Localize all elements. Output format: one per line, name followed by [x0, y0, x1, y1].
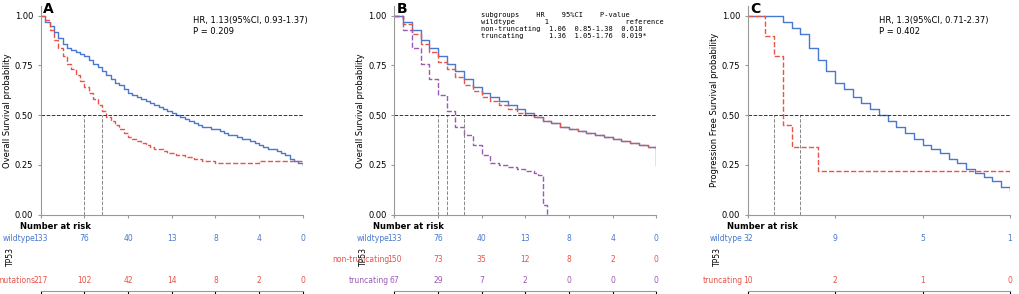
- Text: truncating: truncating: [348, 276, 388, 285]
- Text: Number at risk: Number at risk: [373, 221, 444, 230]
- Text: 2: 2: [833, 276, 837, 285]
- Text: 7: 7: [479, 276, 484, 285]
- Text: 12: 12: [520, 255, 530, 264]
- Text: truncating: truncating: [702, 276, 742, 285]
- Text: 40: 40: [123, 234, 132, 243]
- Text: A: A: [44, 2, 54, 16]
- Y-axis label: Progression Free Survival probability: Progression Free Survival probability: [709, 33, 718, 187]
- Text: HR, 1.13(95%CI, 0.93-1.37)
P = 0.209: HR, 1.13(95%CI, 0.93-1.37) P = 0.209: [193, 16, 307, 36]
- Text: 2: 2: [609, 255, 614, 264]
- Text: HR, 1.3(95%CI, 0.71-2.37)
P = 0.402: HR, 1.3(95%CI, 0.71-2.37) P = 0.402: [878, 16, 987, 36]
- Text: 0: 0: [653, 255, 658, 264]
- Text: 13: 13: [167, 234, 176, 243]
- Text: 8: 8: [213, 276, 217, 285]
- Text: TP53: TP53: [712, 247, 721, 266]
- Text: 32: 32: [743, 234, 752, 243]
- Text: subgroups    HR    95%CI    P-value
wildtype       1                  reference
: subgroups HR 95%CI P-value wildtype 1 re…: [480, 12, 663, 39]
- Text: 8: 8: [566, 255, 571, 264]
- Text: 0: 0: [300, 234, 305, 243]
- Text: 0: 0: [566, 276, 571, 285]
- Text: 133: 133: [387, 234, 401, 243]
- Text: 2: 2: [523, 276, 527, 285]
- Text: non-truncating: non-truncating: [331, 255, 388, 264]
- Text: 0: 0: [300, 276, 305, 285]
- Text: 0: 0: [653, 276, 658, 285]
- Text: Number at risk: Number at risk: [727, 221, 797, 230]
- Text: 2: 2: [257, 276, 261, 285]
- Text: wildtype: wildtype: [3, 234, 36, 243]
- Text: 29: 29: [433, 276, 442, 285]
- Text: TP53: TP53: [6, 247, 14, 266]
- Text: mutations: mutations: [0, 276, 36, 285]
- Text: 42: 42: [123, 276, 132, 285]
- Text: 40: 40: [476, 234, 486, 243]
- Text: 76: 76: [79, 234, 90, 243]
- Text: 0: 0: [609, 276, 614, 285]
- Text: 35: 35: [476, 255, 486, 264]
- Text: wildtype: wildtype: [356, 234, 388, 243]
- Text: 5: 5: [919, 234, 924, 243]
- Y-axis label: Overall Survival probability: Overall Survival probability: [3, 53, 12, 168]
- Text: 0: 0: [653, 234, 658, 243]
- Text: C: C: [750, 2, 760, 16]
- Text: 14: 14: [167, 276, 176, 285]
- Text: 1: 1: [1007, 234, 1011, 243]
- Text: Number at risk: Number at risk: [19, 221, 91, 230]
- Text: 0: 0: [1007, 276, 1011, 285]
- Text: 4: 4: [257, 234, 261, 243]
- Text: 8: 8: [566, 234, 571, 243]
- Text: 67: 67: [389, 276, 398, 285]
- Y-axis label: Overall Survival probability: Overall Survival probability: [356, 53, 365, 168]
- Text: 4: 4: [609, 234, 614, 243]
- Text: 1: 1: [919, 276, 924, 285]
- Text: 150: 150: [387, 255, 401, 264]
- Text: 10: 10: [743, 276, 752, 285]
- Text: 102: 102: [77, 276, 92, 285]
- Text: 76: 76: [433, 234, 442, 243]
- Text: 217: 217: [34, 276, 48, 285]
- Text: 9: 9: [832, 234, 837, 243]
- Text: TP53: TP53: [359, 247, 368, 266]
- Text: B: B: [396, 2, 408, 16]
- Text: 133: 133: [34, 234, 48, 243]
- Text: 8: 8: [213, 234, 217, 243]
- Text: wildtype: wildtype: [709, 234, 742, 243]
- Text: 73: 73: [433, 255, 442, 264]
- Text: 13: 13: [520, 234, 530, 243]
